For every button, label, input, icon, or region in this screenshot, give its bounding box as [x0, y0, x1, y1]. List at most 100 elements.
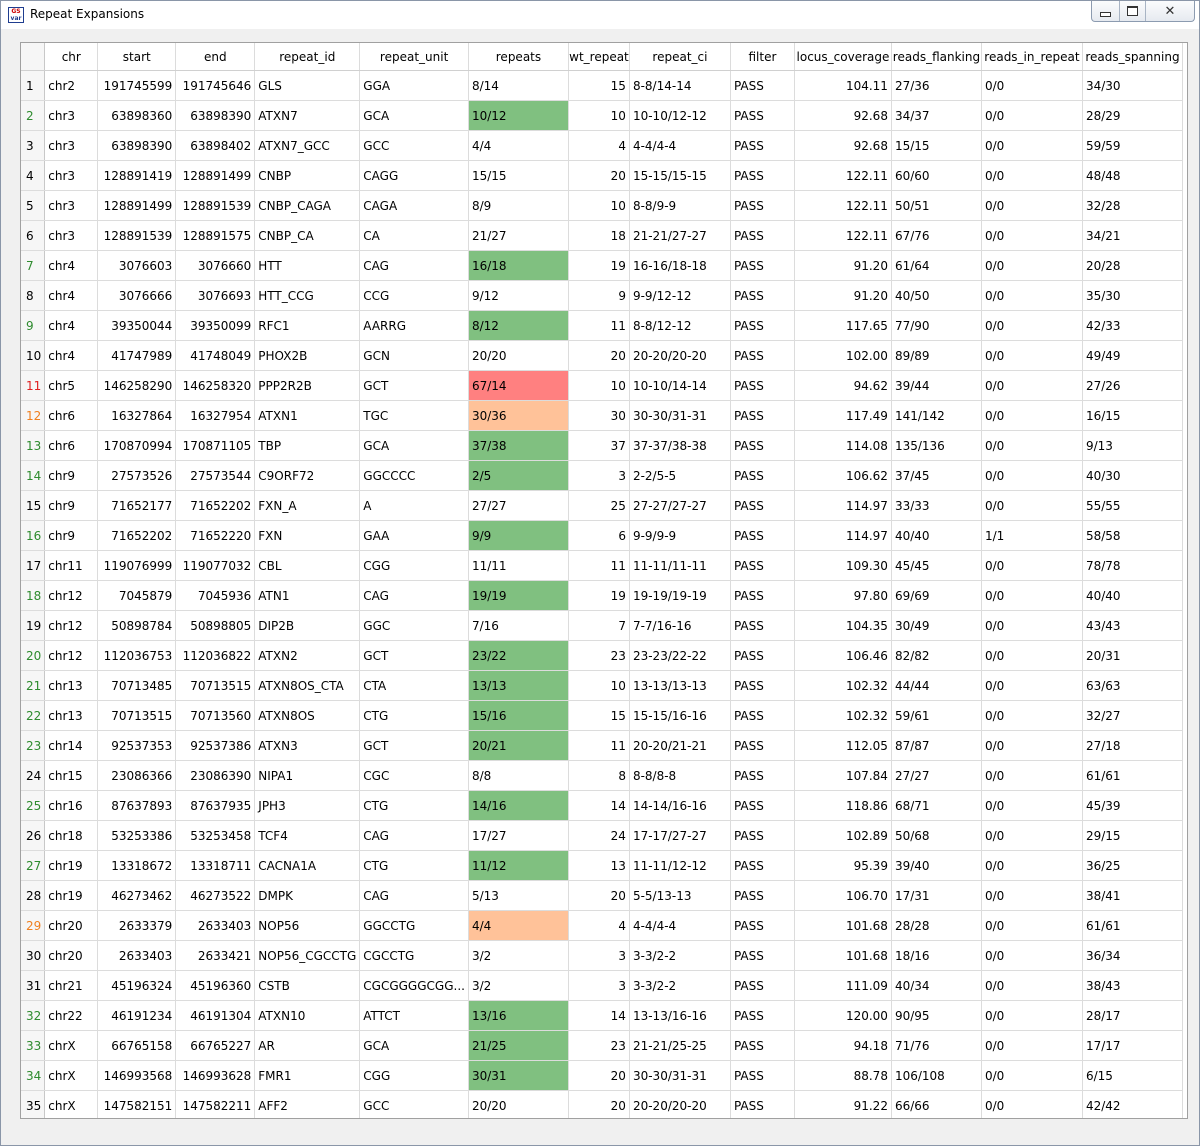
cell-locus-coverage[interactable]: 102.32 [794, 670, 892, 701]
cell-wt-repeat[interactable]: 25 [568, 490, 630, 521]
row-index[interactable]: 23 [21, 730, 46, 761]
cell-filter[interactable]: PASS [730, 910, 795, 941]
cell-chr[interactable]: chr9 [44, 520, 99, 551]
cell-start[interactable]: 128891539 [97, 220, 177, 251]
cell-reads-flanking[interactable]: 40/34 [891, 970, 982, 1001]
cell-end[interactable]: 3076693 [175, 280, 256, 311]
cell-start[interactable]: 66765158 [97, 1030, 177, 1061]
cell-repeats[interactable]: 13/13 [468, 670, 569, 701]
cell-wt-repeat[interactable]: 13 [568, 850, 630, 881]
cell-repeat-id[interactable]: AR [254, 1030, 361, 1061]
cell-chr[interactable]: chrX [44, 1090, 99, 1118]
cell-end[interactable]: 53253458 [175, 820, 256, 851]
cell-locus-coverage[interactable]: 114.97 [794, 520, 892, 551]
cell-wt-repeat[interactable]: 10 [568, 100, 630, 131]
cell-repeats[interactable]: 9/9 [468, 520, 569, 551]
cell-filter[interactable]: PASS [730, 490, 795, 521]
cell-repeat-id[interactable]: ATXN7 [254, 100, 361, 131]
cell-end[interactable]: 92537386 [175, 730, 256, 761]
cell-reads-in-repeat[interactable]: 0/0 [981, 880, 1083, 911]
cell-start[interactable]: 147582151 [97, 1090, 177, 1118]
cell-reads-spanning[interactable]: 61/61 [1082, 910, 1183, 941]
cell-repeat-unit[interactable]: GCA [359, 430, 469, 461]
cell-repeats[interactable]: 21/25 [468, 1030, 569, 1061]
cell-repeat-ci[interactable]: 7-7/16-16 [629, 610, 731, 641]
minimize-button[interactable] [1092, 1, 1120, 21]
cell-repeats[interactable]: 8/14 [468, 70, 569, 101]
cell-reads-in-repeat[interactable]: 0/0 [981, 1090, 1083, 1118]
cell-start[interactable]: 92537353 [97, 730, 177, 761]
cell-repeats[interactable]: 3/2 [468, 970, 569, 1001]
cell-chr[interactable]: chr3 [44, 130, 99, 161]
cell-reads-spanning[interactable]: 32/27 [1082, 700, 1183, 731]
table-row[interactable]: 10 chr4 41747989 41748049 PHOX2B GCN 20/20 20 20… [21, 340, 1183, 371]
cell-reads-in-repeat[interactable]: 0/0 [981, 940, 1083, 971]
cell-wt-repeat[interactable]: 6 [568, 520, 630, 551]
cell-repeat-ci[interactable]: 9-9/12-12 [629, 280, 731, 311]
cell-start[interactable]: 13318672 [97, 850, 177, 881]
cell-wt-repeat[interactable]: 11 [568, 730, 630, 761]
row-index[interactable]: 31 [21, 970, 46, 1001]
cell-reads-in-repeat[interactable]: 0/0 [981, 1060, 1083, 1091]
cell-repeat-unit[interactable]: CAGA [359, 190, 469, 221]
cell-reads-in-repeat[interactable]: 0/0 [981, 760, 1083, 791]
row-index[interactable]: 19 [21, 610, 46, 641]
cell-reads-flanking[interactable]: 27/36 [891, 70, 982, 101]
cell-repeat-id[interactable]: DIP2B [254, 610, 361, 641]
cell-repeat-id[interactable]: HTT_CCG [254, 280, 361, 311]
cell-repeat-id[interactable]: AFF2 [254, 1090, 361, 1118]
cell-wt-repeat[interactable]: 14 [568, 1000, 630, 1031]
cell-wt-repeat[interactable]: 18 [568, 220, 630, 251]
cell-repeats[interactable]: 67/14 [468, 370, 569, 401]
cell-reads-in-repeat[interactable]: 0/0 [981, 610, 1083, 641]
cell-end[interactable]: 46191304 [175, 1000, 256, 1031]
table-row[interactable]: 24 chr15 23086366 23086390 NIPA1 CGC 8/8 8 8-8/8… [21, 760, 1183, 791]
cell-reads-in-repeat[interactable]: 0/0 [981, 370, 1083, 401]
cell-repeat-unit[interactable]: CAG [359, 250, 469, 281]
cell-repeat-id[interactable]: ATN1 [254, 580, 361, 611]
cell-filter[interactable]: PASS [730, 1000, 795, 1031]
cell-start[interactable]: 112036753 [97, 640, 177, 671]
cell-reads-in-repeat[interactable]: 0/0 [981, 550, 1083, 581]
cell-repeat-id[interactable]: CBL [254, 550, 361, 581]
cell-reads-flanking[interactable]: 60/60 [891, 160, 982, 191]
table-row[interactable]: 1 chr2 191745599 191745646 GLS GGA 8/14 15 8-8/1… [21, 70, 1183, 101]
table-row[interactable]: 7 chr4 3076603 3076660 HTT CAG 16/18 19 16-16/18… [21, 250, 1183, 281]
cell-chr[interactable]: chr18 [44, 820, 99, 851]
cell-wt-repeat[interactable]: 23 [568, 1030, 630, 1061]
cell-reads-spanning[interactable]: 34/21 [1082, 220, 1183, 251]
cell-end[interactable]: 41748049 [175, 340, 256, 371]
row-index[interactable]: 26 [21, 820, 46, 851]
cell-start[interactable]: 16327864 [97, 400, 177, 431]
cell-repeat-unit[interactable]: CAG [359, 880, 469, 911]
cell-wt-repeat[interactable]: 4 [568, 910, 630, 941]
cell-repeat-id[interactable]: ATXN10 [254, 1000, 361, 1031]
cell-reads-flanking[interactable]: 40/40 [891, 520, 982, 551]
cell-chr[interactable]: chr9 [44, 460, 99, 491]
row-index[interactable]: 24 [21, 760, 46, 791]
cell-repeat-unit[interactable]: CGG [359, 550, 469, 581]
cell-end[interactable]: 119077032 [175, 550, 256, 581]
cell-repeats[interactable]: 20/20 [468, 1090, 569, 1118]
cell-repeats[interactable]: 21/27 [468, 220, 569, 251]
cell-start[interactable]: 27573526 [97, 460, 177, 491]
cell-repeat-ci[interactable]: 8-8/14-14 [629, 70, 731, 101]
cell-start[interactable]: 170870994 [97, 430, 177, 461]
cell-repeats[interactable]: 4/4 [468, 130, 569, 161]
cell-reads-in-repeat[interactable]: 0/0 [981, 70, 1083, 101]
cell-repeat-ci[interactable]: 15-15/16-16 [629, 700, 731, 731]
cell-filter[interactable]: PASS [730, 400, 795, 431]
cell-end[interactable]: 170871105 [175, 430, 256, 461]
cell-reads-spanning[interactable]: 63/63 [1082, 670, 1183, 701]
cell-filter[interactable]: PASS [730, 670, 795, 701]
row-index[interactable]: 6 [21, 220, 46, 251]
cell-repeats[interactable]: 16/18 [468, 250, 569, 281]
cell-reads-spanning[interactable]: 61/61 [1082, 760, 1183, 791]
cell-repeat-unit[interactable]: TGC [359, 400, 469, 431]
cell-repeat-id[interactable]: ATXN8OS_CTA [254, 670, 361, 701]
cell-chr[interactable]: chr4 [44, 310, 99, 341]
cell-wt-repeat[interactable]: 20 [568, 340, 630, 371]
cell-locus-coverage[interactable]: 88.78 [794, 1060, 892, 1091]
cell-reads-spanning[interactable]: 28/17 [1082, 1000, 1183, 1031]
cell-repeat-unit[interactable]: GCN [359, 340, 469, 371]
